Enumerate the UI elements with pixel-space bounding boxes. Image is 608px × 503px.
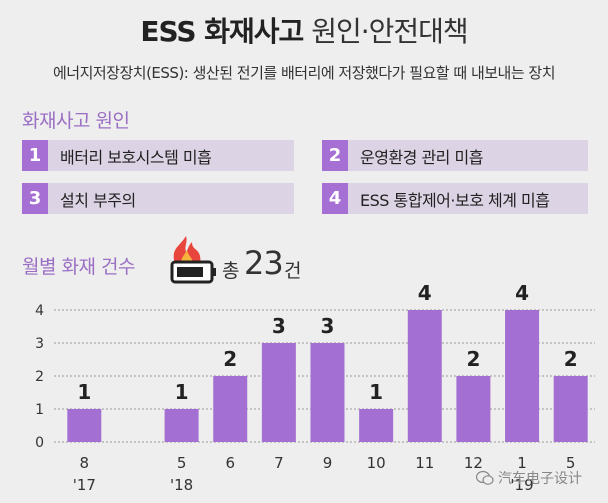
title-secondary: 원인·안전대책 bbox=[311, 15, 468, 48]
total-unit: 건 bbox=[284, 260, 302, 282]
x-tick-label: 5 bbox=[566, 454, 576, 472]
causes-heading: 화재사고 원인 bbox=[22, 110, 130, 132]
cause-number: 3 bbox=[22, 183, 48, 214]
cause-text: 운영환경 관리 미흡 bbox=[360, 147, 483, 167]
bar bbox=[359, 409, 394, 442]
cause-text: 설치 부주의 bbox=[60, 190, 136, 210]
data-label: 4 bbox=[515, 281, 529, 305]
data-label: 2 bbox=[466, 347, 480, 371]
y-tick-label: 0 bbox=[35, 435, 44, 451]
total-prefix: 총 bbox=[222, 260, 240, 282]
wechat-icon bbox=[476, 470, 494, 485]
x-tick-label: 7 bbox=[274, 454, 284, 472]
total-count: 23 bbox=[244, 244, 284, 282]
subtitle: 에너지저장장치(ESS): 생산된 전기를 배터리에 저장했다가 필요할 때 내… bbox=[52, 64, 556, 82]
data-label: 1 bbox=[175, 380, 189, 404]
data-label: 3 bbox=[272, 314, 286, 338]
bar bbox=[213, 376, 248, 442]
x-tick-label: 11 bbox=[415, 454, 434, 472]
monthly-heading: 월별 화재 건수 bbox=[22, 256, 135, 278]
bar bbox=[67, 409, 102, 442]
x-tick-year: '17 bbox=[73, 476, 96, 494]
x-tick-label: 6 bbox=[225, 454, 235, 472]
bar bbox=[456, 376, 491, 442]
x-tick-label: 8 bbox=[80, 454, 90, 472]
x-tick-label: 5 bbox=[177, 454, 187, 472]
y-tick-label: 4 bbox=[35, 303, 44, 319]
x-tick-label: 1 bbox=[517, 454, 527, 472]
cause-item-3: 3 설치 부주의 bbox=[22, 183, 294, 214]
cause-text: ESS 통합제어·보호 체계 미흡 bbox=[360, 190, 550, 210]
x-tick-label: 12 bbox=[464, 454, 483, 472]
y-tick-label: 2 bbox=[35, 369, 44, 385]
x-tick-year: '19 bbox=[510, 476, 533, 494]
bar bbox=[553, 376, 588, 442]
y-tick-label: 1 bbox=[35, 402, 44, 418]
data-label: 4 bbox=[418, 281, 432, 305]
x-tick-label: 9 bbox=[323, 454, 333, 472]
bar bbox=[261, 343, 296, 442]
watermark: 汽车电子设计 bbox=[476, 468, 582, 488]
cause-number: 4 bbox=[322, 183, 348, 214]
cause-text: 배터리 보호시스템 미흡 bbox=[60, 147, 212, 167]
data-label: 2 bbox=[564, 347, 578, 371]
data-label: 3 bbox=[321, 314, 335, 338]
data-label: 1 bbox=[369, 380, 383, 404]
cause-number: 1 bbox=[22, 140, 48, 171]
data-label: 2 bbox=[223, 347, 237, 371]
cause-item-1: 1 배터리 보호시스템 미흡 bbox=[22, 140, 294, 171]
bar bbox=[505, 310, 540, 442]
bar bbox=[310, 343, 345, 442]
x-tick-label: 10 bbox=[367, 454, 386, 472]
x-tick-year: '18 bbox=[170, 476, 193, 494]
y-tick-label: 3 bbox=[35, 336, 44, 352]
bar bbox=[164, 409, 199, 442]
burning-battery-icon bbox=[170, 236, 216, 284]
cause-number: 2 bbox=[322, 140, 348, 171]
page-title: ESS 화재사고 원인·안전대책 bbox=[0, 10, 608, 50]
watermark-text: 汽车电子设计 bbox=[498, 471, 582, 487]
cause-item-4: 4 ESS 통합제어·보호 체계 미흡 bbox=[322, 183, 588, 214]
title-main: ESS 화재사고 bbox=[140, 15, 304, 48]
bar bbox=[407, 310, 442, 442]
data-label: 1 bbox=[77, 380, 91, 404]
cause-item-2: 2 운영환경 관리 미흡 bbox=[322, 140, 588, 171]
